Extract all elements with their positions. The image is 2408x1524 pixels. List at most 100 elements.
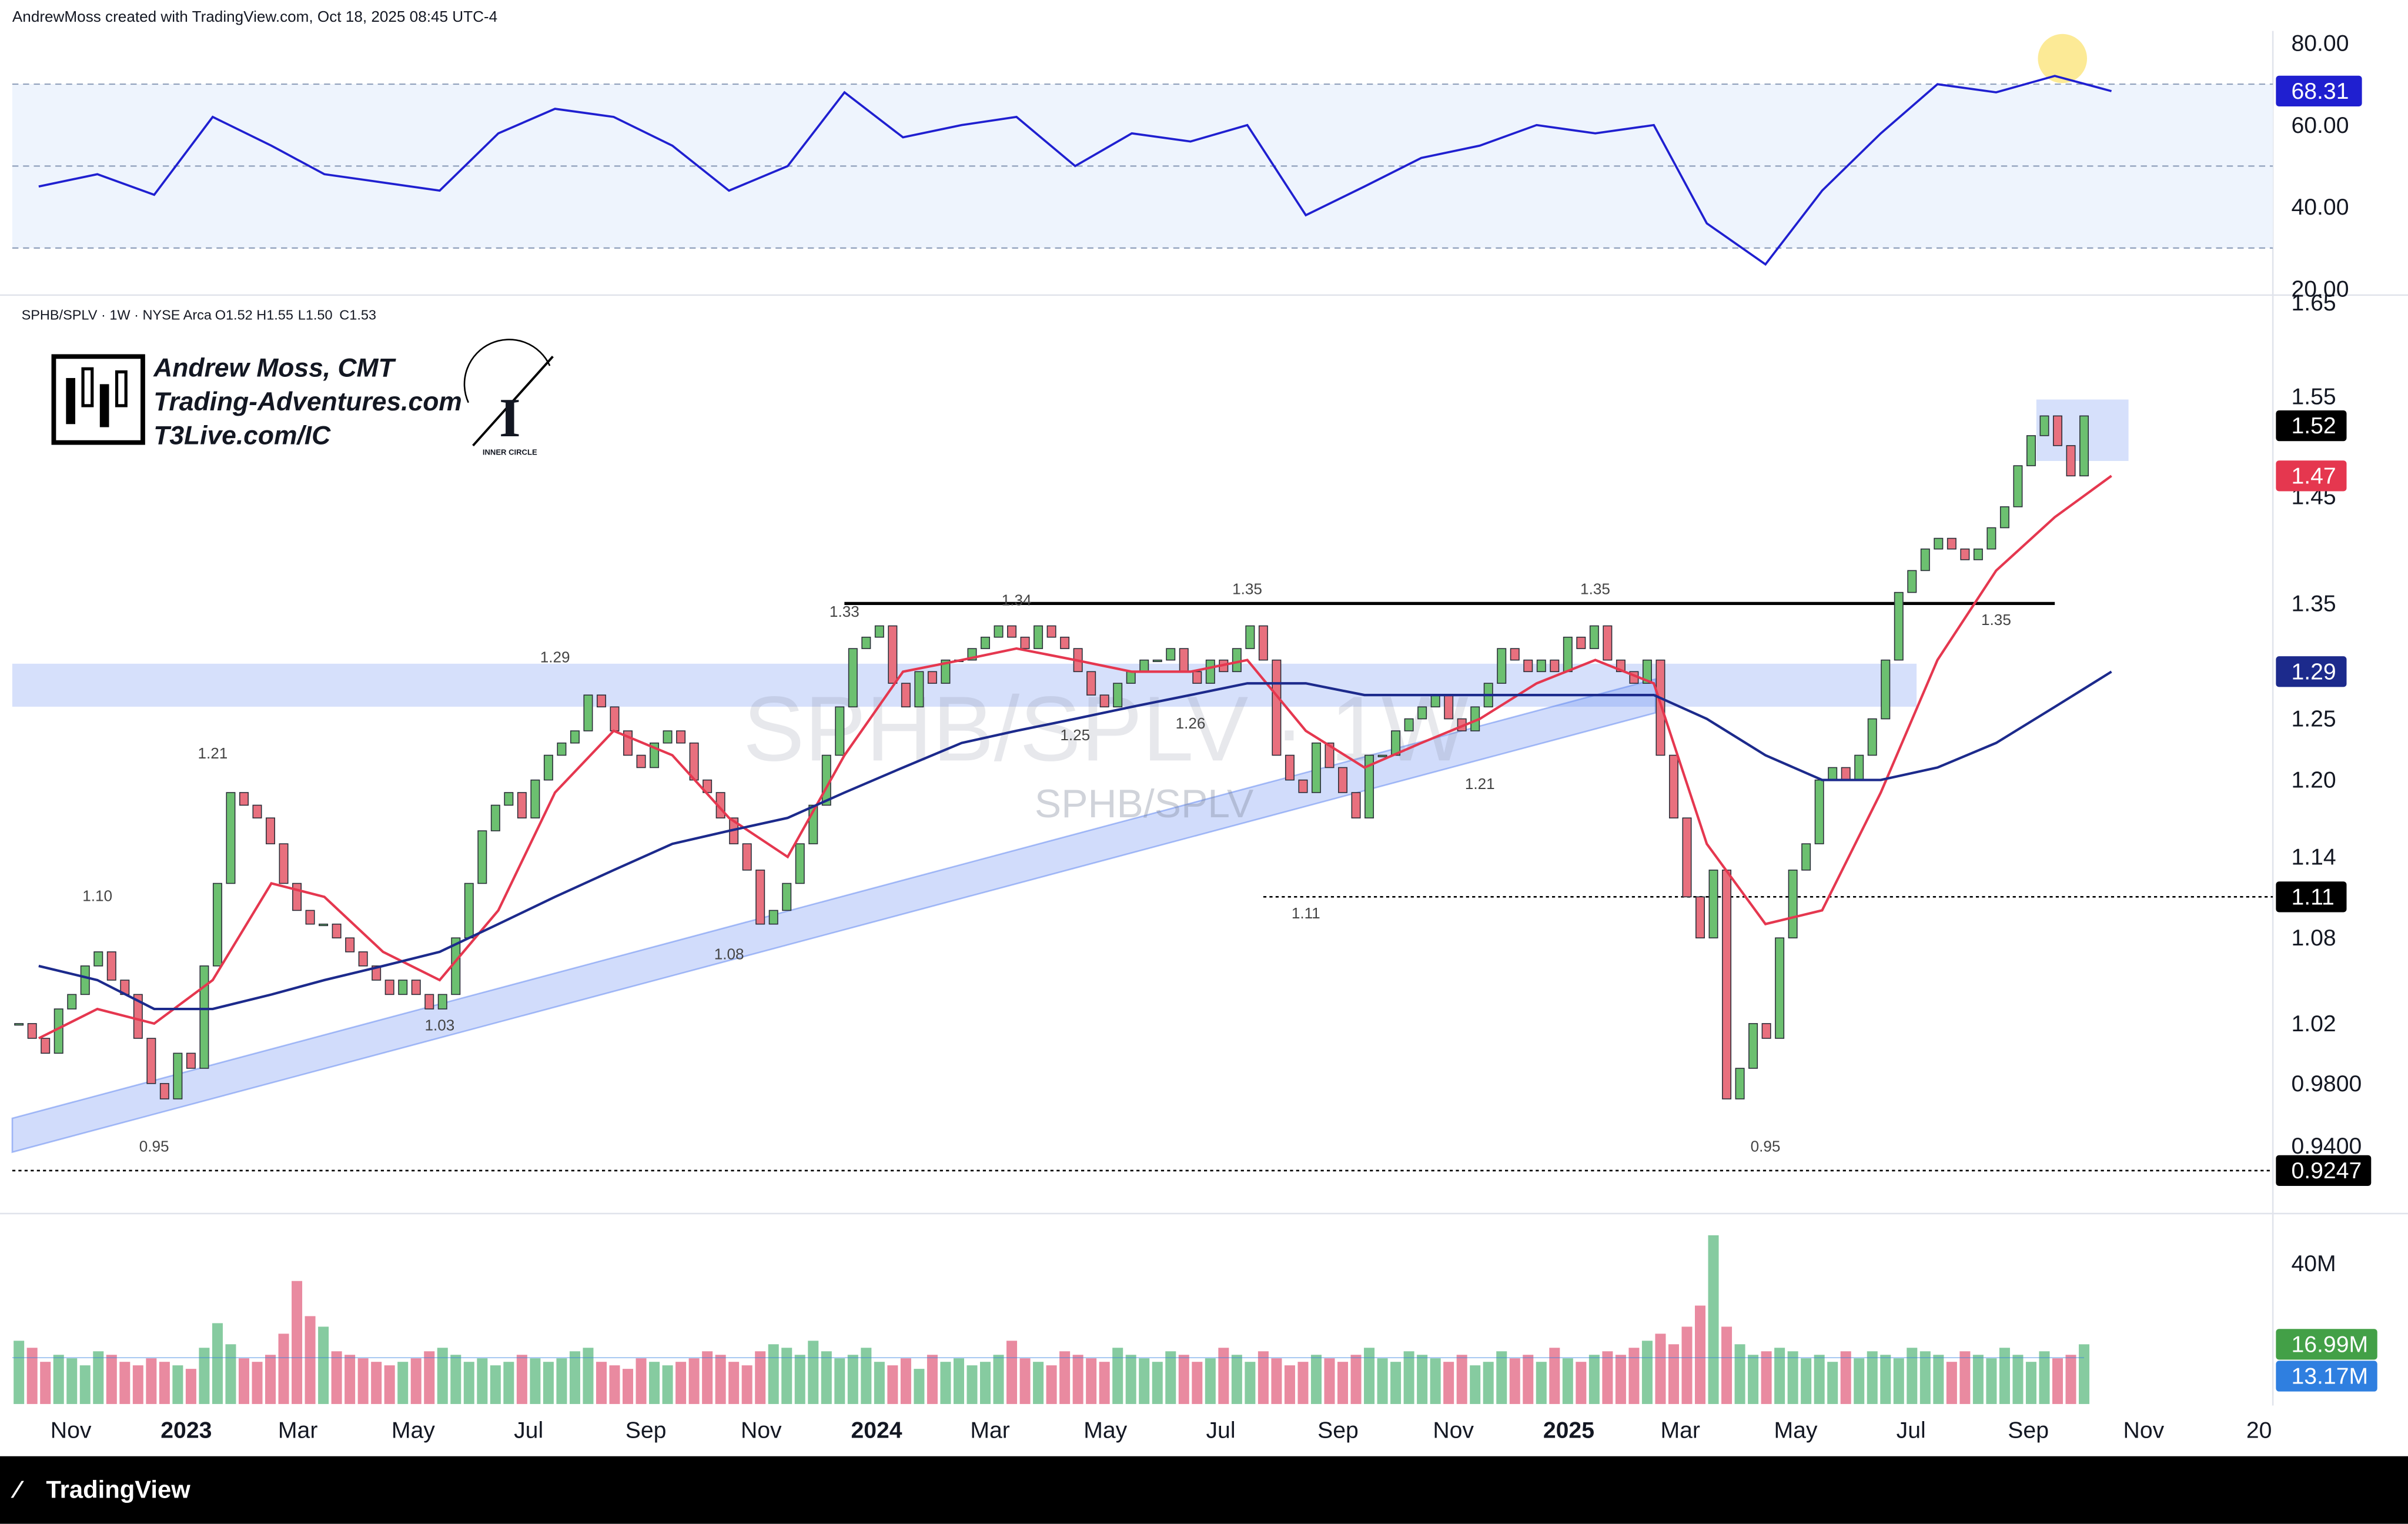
volume-bar [238, 1358, 249, 1404]
volume-bar [1443, 1362, 1454, 1404]
volume-bar [1986, 1358, 1997, 1404]
candle [1589, 625, 1599, 649]
volume-bar [106, 1355, 117, 1404]
candle [1960, 548, 1970, 560]
candle [1814, 779, 1824, 844]
volume-bar [874, 1362, 885, 1404]
volume-bar [1999, 1348, 2010, 1404]
x-tick-label: 2025 [1543, 1418, 1594, 1443]
level-tag [2276, 881, 2347, 913]
x-tick-label: Mar [1660, 1418, 1700, 1443]
volume-tick-label: 40M [2291, 1251, 2336, 1276]
price-tick-label: 1.20 [2291, 768, 2336, 793]
candle [106, 951, 116, 981]
volume-bar [834, 1358, 845, 1404]
highlight [2038, 34, 2088, 83]
candle [424, 994, 434, 1010]
candle [1867, 718, 1877, 756]
candle [941, 659, 951, 684]
low-label: 1.03 [425, 1017, 455, 1034]
volume-bar [1430, 1358, 1441, 1404]
candle [768, 910, 778, 925]
volume-bar [1681, 1326, 1693, 1404]
volume-bar [252, 1362, 263, 1404]
volume-bar [1403, 1351, 1414, 1404]
candle [239, 792, 249, 806]
candle [1034, 625, 1044, 649]
volume-bar [292, 1281, 303, 1404]
volume-bar [688, 1358, 700, 1404]
x-tick-label: 20 [2246, 1418, 2272, 1443]
candle [411, 980, 421, 995]
low-label: 1.11 [1292, 904, 1320, 922]
volume-bar [159, 1362, 170, 1404]
volume-bar [1245, 1362, 1256, 1404]
candle [1642, 659, 1652, 684]
candle [1060, 636, 1070, 649]
logo-mark: I [499, 387, 521, 449]
rsi-line [38, 75, 2112, 266]
low-label: 1.35 [1981, 611, 2011, 629]
candle [1113, 683, 1123, 708]
volume-bar [265, 1355, 276, 1404]
last-price-label: 1.52 [2291, 413, 2336, 439]
candle [1828, 767, 1838, 781]
candle [146, 1038, 156, 1084]
volume-bar [146, 1358, 157, 1404]
volume-bar [397, 1362, 409, 1404]
volume-bar [1919, 1351, 1931, 1404]
candle [319, 923, 329, 927]
price-tick-label: 1.08 [2291, 925, 2336, 951]
volume-bar [1231, 1355, 1242, 1404]
volume-bar [318, 1326, 329, 1404]
moving-average [38, 474, 2112, 1040]
candle [1854, 754, 1864, 781]
volume-tag-label: 16.99M [2291, 1332, 2368, 1357]
volume-bar [2025, 1362, 2036, 1404]
x-tick-label: Jul [514, 1418, 543, 1443]
volume-bar [26, 1348, 38, 1404]
volume-bar [1072, 1355, 1083, 1404]
volume-bar [781, 1348, 792, 1404]
candle [1735, 1068, 1745, 1099]
legend-ohlc: L1.50 [298, 308, 333, 323]
high-label: 1.34 [1002, 591, 1032, 609]
volume-bar [1615, 1355, 1626, 1404]
volume-bar [2065, 1355, 2076, 1404]
candle [557, 742, 567, 756]
candle [530, 779, 540, 818]
volume-bar [503, 1362, 514, 1404]
volume-bar [980, 1362, 991, 1404]
high-label: 1.35 [1232, 580, 1262, 598]
volume-bar [2012, 1355, 2024, 1404]
volume-bar [1257, 1351, 1269, 1404]
candle [782, 883, 792, 911]
candle [1907, 570, 1917, 593]
volume-bar [1655, 1333, 1666, 1404]
volume-bar [357, 1358, 369, 1404]
candle [1497, 648, 1507, 684]
candle [1986, 527, 1996, 550]
volume-bar [1165, 1351, 1176, 1404]
volume-bar [79, 1365, 91, 1404]
candle [1205, 659, 1215, 684]
volume-bar [1192, 1362, 1203, 1404]
level-tag [2276, 1155, 2372, 1187]
candle [1007, 625, 1017, 638]
legend-ohlc: H1.55 [256, 308, 293, 323]
volume-bar [1695, 1305, 1706, 1404]
candle [80, 965, 90, 995]
volume-bar [741, 1365, 752, 1404]
candle [186, 1052, 196, 1069]
volume-bar [1854, 1358, 1865, 1404]
volume-bar [768, 1344, 779, 1404]
candle [1682, 817, 1692, 898]
volume-ma-tag [2276, 1361, 2377, 1392]
volume-bar [199, 1348, 210, 1404]
volume-bar [1668, 1344, 1679, 1404]
volume-bar [2039, 1351, 2050, 1404]
volume-bar [93, 1351, 104, 1404]
logo-candle [115, 370, 128, 407]
volume-bar [490, 1365, 501, 1404]
